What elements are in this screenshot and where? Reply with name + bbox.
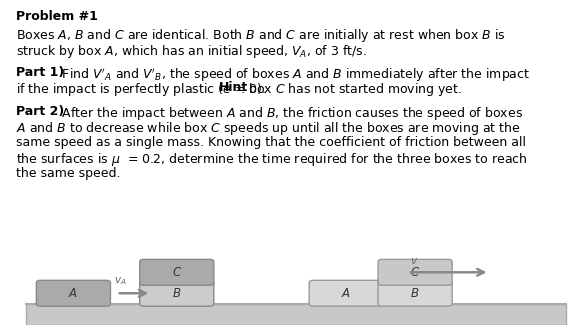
FancyBboxPatch shape xyxy=(26,304,566,325)
Text: same speed as a single mass. Knowing that the coefficient of friction between al: same speed as a single mass. Knowing tha… xyxy=(16,136,526,149)
Text: struck by box $A$, which has an initial speed, $V_A$, of $3$ ft/s.: struck by box $A$, which has an initial … xyxy=(16,43,367,60)
Text: $v_A$: $v_A$ xyxy=(114,275,127,287)
FancyBboxPatch shape xyxy=(36,280,110,306)
FancyBboxPatch shape xyxy=(378,259,452,285)
Text: $A$: $A$ xyxy=(69,287,79,300)
Text: Part 2): Part 2) xyxy=(16,105,64,118)
Text: Boxes $A$, $B$ and $C$ are identical. Both $B$ and $C$ are initially at rest whe: Boxes $A$, $B$ and $C$ are identical. Bo… xyxy=(16,28,506,45)
Text: After the impact between $A$ and $B$, the friction causes the speed of boxes: After the impact between $A$ and $B$, th… xyxy=(57,105,523,122)
Text: : box $C$ has not started moving yet.: : box $C$ has not started moving yet. xyxy=(240,81,462,98)
Text: $B$: $B$ xyxy=(172,287,182,300)
FancyBboxPatch shape xyxy=(378,280,452,306)
Text: the same speed.: the same speed. xyxy=(16,167,121,180)
Text: if the impact is perfectly plastic ($e$ = 0).: if the impact is perfectly plastic ($e$ … xyxy=(16,81,268,98)
Text: Find $V'_A$ and $V'_B$, the speed of boxes $A$ and $B$ immediately after the imp: Find $V'_A$ and $V'_B$, the speed of box… xyxy=(57,66,530,84)
Text: $v$: $v$ xyxy=(410,256,418,266)
Text: the surfaces is $\mu$  = 0.2, determine the time required for the three boxes to: the surfaces is $\mu$ = 0.2, determine t… xyxy=(16,151,528,168)
Text: $A$ and $B$ to decrease while box $C$ speeds up until all the boxes are moving a: $A$ and $B$ to decrease while box $C$ sp… xyxy=(16,120,521,137)
Text: Hint: Hint xyxy=(219,81,248,94)
FancyBboxPatch shape xyxy=(309,280,383,306)
FancyBboxPatch shape xyxy=(139,280,214,306)
Text: Problem #1: Problem #1 xyxy=(16,10,98,23)
Text: $C$: $C$ xyxy=(172,266,182,279)
Text: $C$: $C$ xyxy=(410,266,420,279)
FancyBboxPatch shape xyxy=(139,259,214,285)
Text: $B$: $B$ xyxy=(410,287,420,300)
Text: $A$: $A$ xyxy=(341,287,351,300)
Text: Part 1): Part 1) xyxy=(16,66,64,79)
